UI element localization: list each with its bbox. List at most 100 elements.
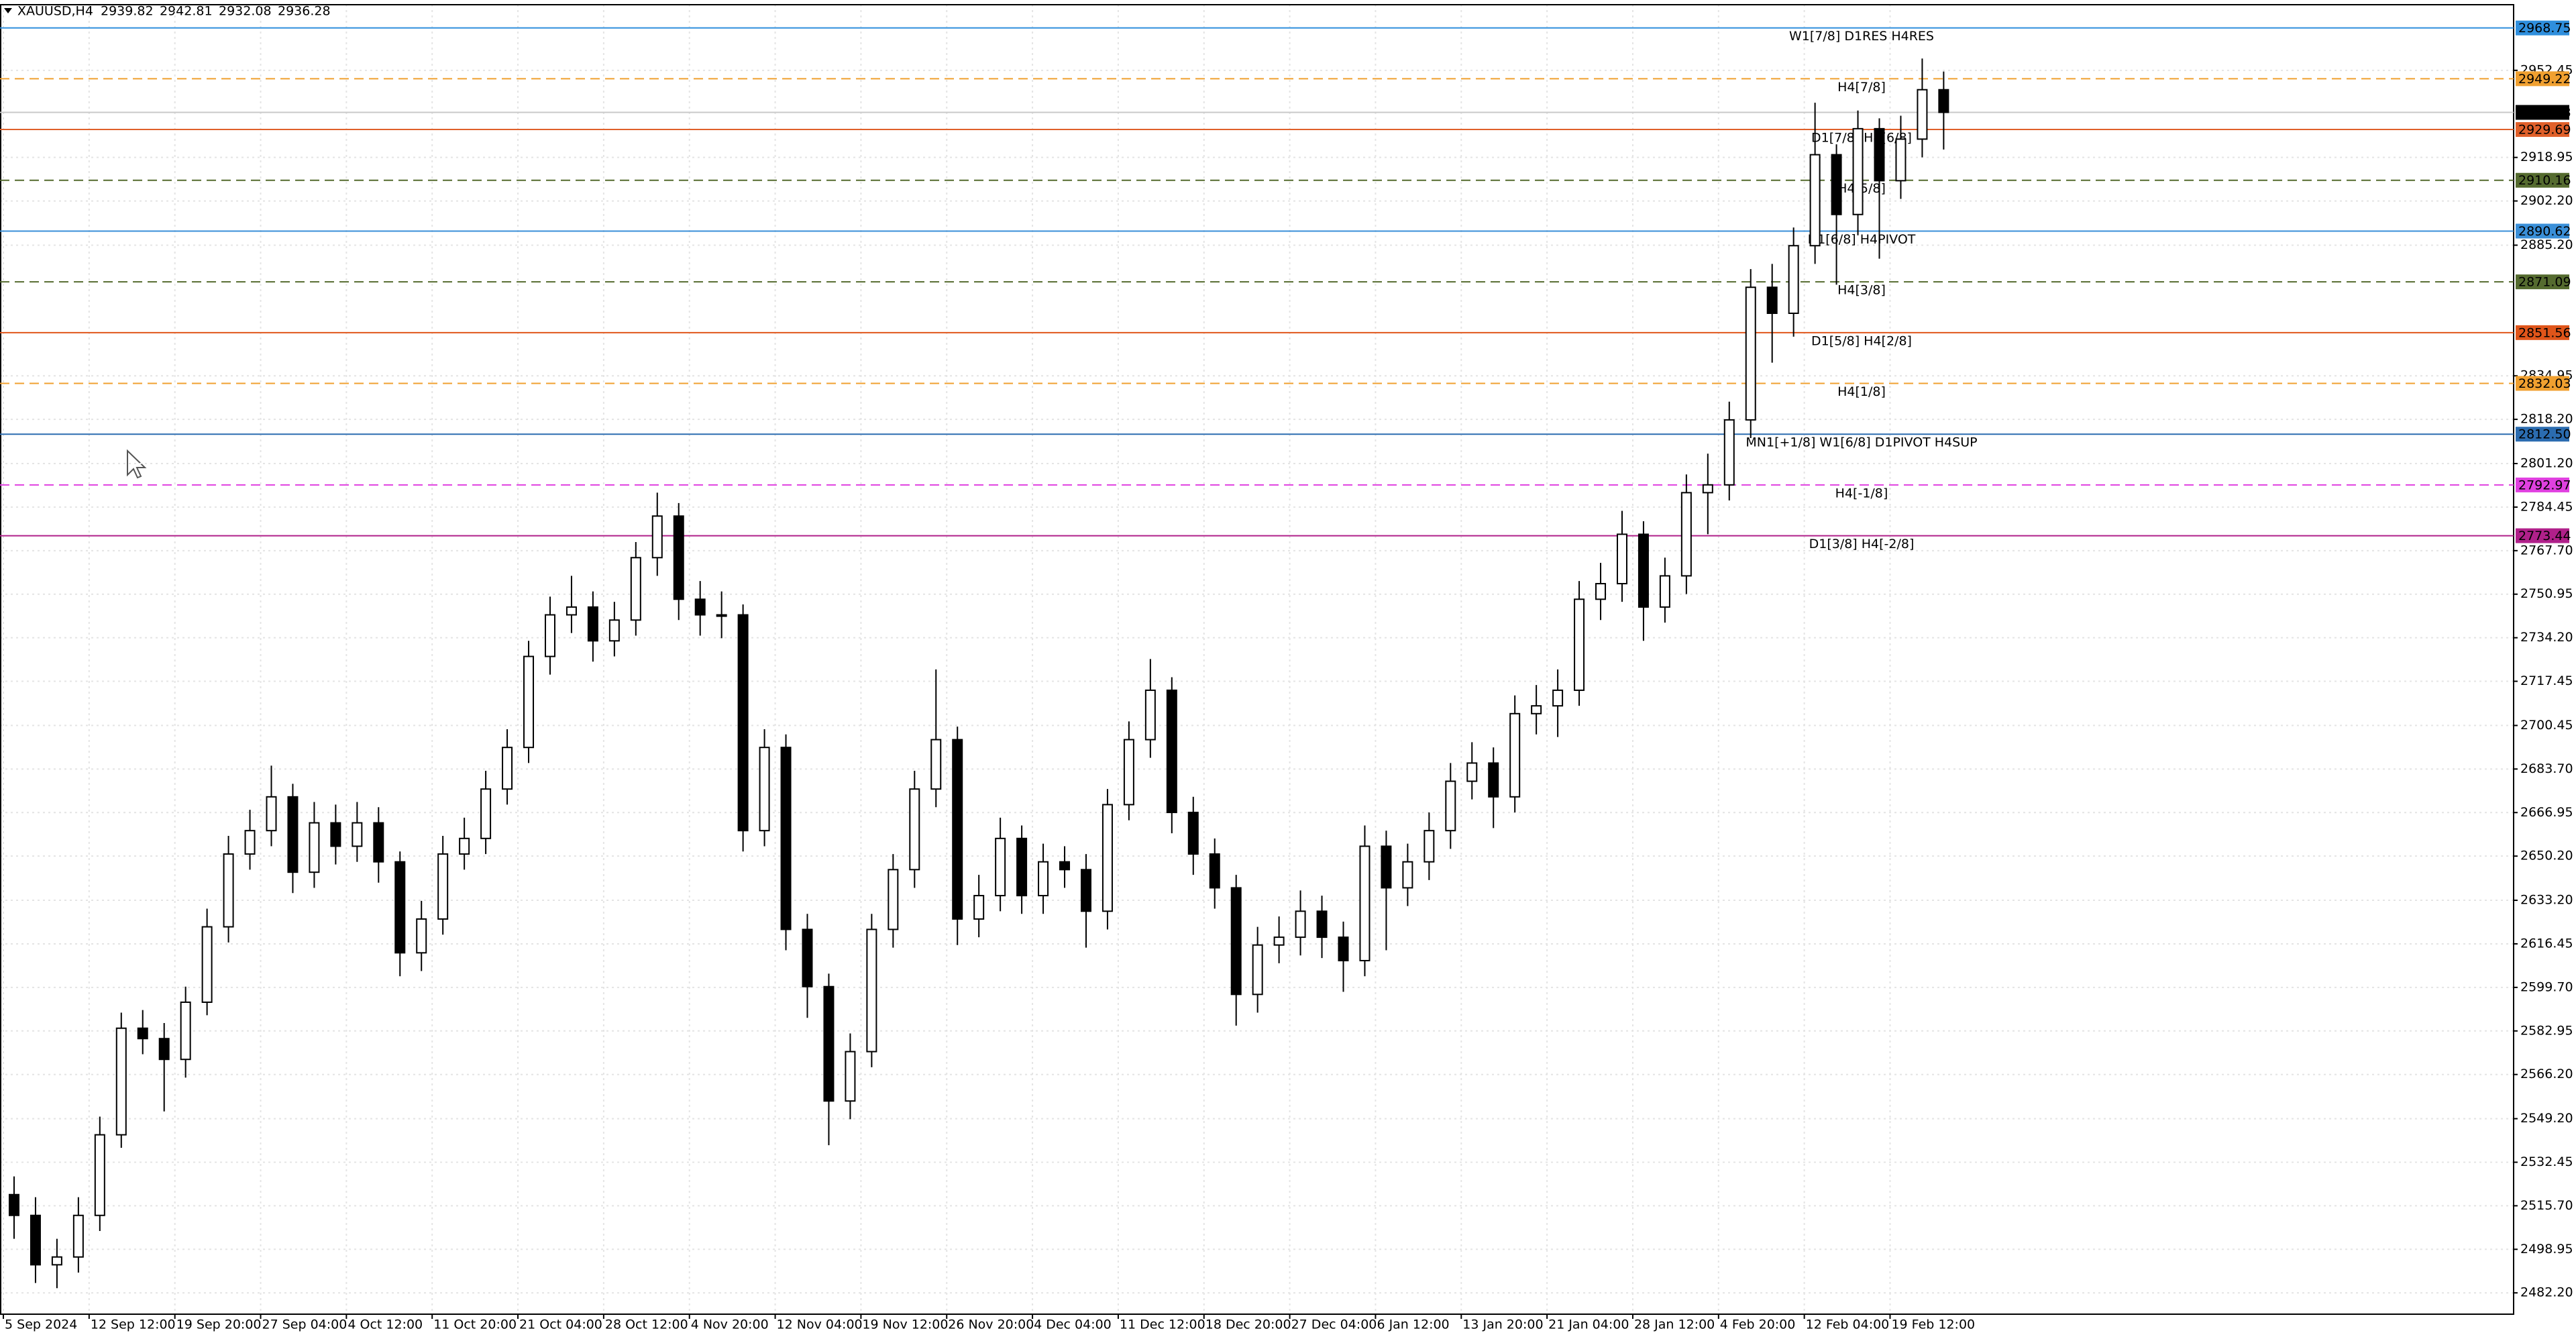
candle-body [158,1038,170,1061]
candle-body [1080,869,1091,912]
price-tag [2516,325,2569,340]
candle-body [1144,689,1156,741]
candle-body [523,655,535,749]
candle-body [287,796,299,873]
candle-body [823,985,835,1102]
candle-body [1402,861,1413,889]
candle-body [651,515,663,559]
header-ohlc: 2939.82 2942.81 2932.08 2936.28 [101,4,331,19]
x-tick-label: 28 Jan 12:00 [1634,1318,1715,1332]
candle-body [1252,944,1263,996]
candle-body [587,606,598,642]
candle-body [1123,739,1134,806]
candle-body [1574,598,1585,691]
x-tick-label: 4 Feb 20:00 [1720,1318,1796,1332]
mouse-cursor [127,449,147,479]
y-tick-label: 2650.20 [2520,849,2573,863]
price-tag-label: 2851.56 [2518,325,2571,340]
y-tick-label: 2784.45 [2520,499,2573,514]
candle-body [30,1214,41,1266]
level-label: H4[3/8] [1837,283,1886,298]
level-label: D1[6/8] H4PIVOT [1808,232,1916,247]
price-tag-label: 2910.16 [2518,173,2571,188]
y-tick-label: 2482.20 [2520,1285,2573,1300]
price-tag-label: 2936.28 [2518,105,2571,120]
y-tick-label: 2700.45 [2520,718,2573,733]
candle-body [223,853,234,928]
candle-body [72,1214,84,1258]
price-tag [2516,427,2569,442]
candle-body [1680,492,1692,577]
x-tick-label: 21 Oct 04:00 [519,1318,602,1332]
candle-body [1381,845,1392,889]
price-tag [2516,105,2569,120]
header-value: 2939.82 [101,4,154,19]
candle-body [1595,583,1607,600]
candle-body [995,837,1006,897]
x-tick-label: 12 Feb 04:00 [1806,1318,1890,1332]
y-tick-label: 2750.95 [2520,586,2573,601]
candle-body [909,788,920,871]
price-tag-label: 2871.09 [2518,275,2571,290]
candle-body [137,1027,148,1040]
level-label: MN1[+1/8] W1[6/8] D1PIVOT H4SUP [1746,435,1977,450]
y-tick-label: 2818.20 [2520,412,2573,427]
x-tick-label: 4 Dec 04:00 [1034,1318,1112,1332]
price-tag-label: 2949.22 [2518,72,2571,87]
candle-body [373,822,384,863]
y-tick-label: 2683.70 [2520,761,2573,776]
x-tick-label: 27 Sep 04:00 [262,1318,347,1332]
candle-body [1552,689,1564,707]
candle-body [1745,286,1756,421]
candle-body [952,739,963,920]
header-value: 2932.08 [219,4,272,19]
candle-body [1016,837,1028,897]
candle-body [416,918,427,954]
x-tick-label: 19 Nov 12:00 [862,1318,948,1332]
price-tag [2516,477,2569,492]
candle-body [673,515,684,600]
y-tick-label: 2599.70 [2520,979,2573,994]
candle-body [1359,845,1371,961]
candle-body [930,739,942,790]
candle-body [1895,138,1907,182]
candle-body [8,1193,19,1216]
candle-body [608,619,620,642]
x-tick-label: 28 Oct 12:00 [605,1318,688,1332]
candle-body [180,1001,191,1061]
menu-triangle[interactable] [4,8,12,13]
y-tick-label: 2566.20 [2520,1067,2573,1081]
level-label: D1[3/8] H4[-2/8] [1809,537,1915,551]
price-tag [2516,172,2569,188]
x-tick-label: 13 Jan 20:00 [1462,1318,1543,1332]
candle-body [1809,154,1821,247]
y-tick-label: 2666.95 [2520,805,2573,820]
x-tick-label: 12 Nov 04:00 [777,1318,863,1332]
price-tag-label: 2792.97 [2518,478,2571,492]
y-tick-label: 2902.20 [2520,193,2573,208]
level-label: H4[-1/8] [1835,486,1888,500]
y-tick-label: 2498.95 [2520,1242,2573,1256]
candle-body [1638,533,1649,608]
candle-body [1488,762,1499,798]
y-tick-label: 2582.95 [2520,1023,2573,1038]
plot-frame [0,4,2514,1315]
candle-body [115,1027,127,1136]
x-tick-label: 11 Oct 20:00 [433,1318,517,1332]
candle-body [544,614,555,657]
price-tag-label: 2890.62 [2518,224,2571,239]
y-tick-label: 2717.45 [2520,674,2573,688]
y-tick-label: 2616.45 [2520,936,2573,951]
price-tag-label: 2812.50 [2518,427,2571,442]
candle-body [802,928,813,987]
y-tick-label: 2532.45 [2520,1155,2573,1169]
candle-body [1295,910,1306,939]
candle-body [1788,245,1799,315]
level-label: H4[1/8] [1837,384,1886,399]
candle-body [266,796,277,832]
candle-body [780,747,792,930]
price-tag [2516,528,2569,543]
y-tick-label: 2918.95 [2520,150,2573,164]
